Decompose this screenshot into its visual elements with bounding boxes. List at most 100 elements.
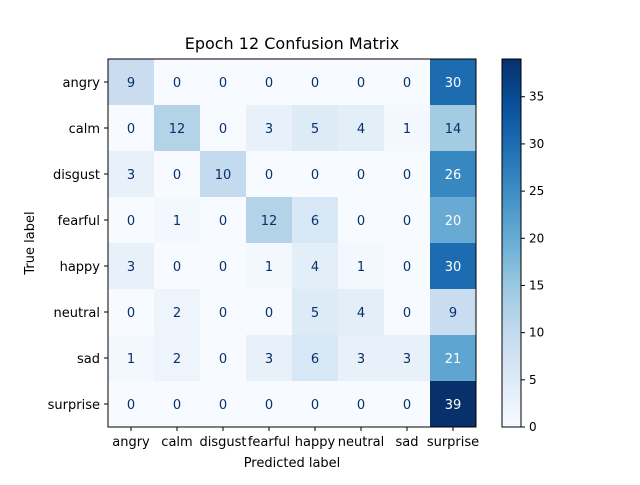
cell-value-label: 3 <box>357 352 365 367</box>
y-tick-label: calm <box>69 122 100 137</box>
heatmap-cell <box>246 381 292 427</box>
heatmap-cell <box>430 197 476 243</box>
heatmap-cell <box>200 243 246 289</box>
heatmap-cell <box>384 243 430 289</box>
heatmap-cell <box>108 151 154 197</box>
cell-value-label: 3 <box>127 168 135 183</box>
y-tick-label: angry <box>63 76 101 91</box>
cell-value-label: 0 <box>173 260 181 275</box>
cell-value-label: 0 <box>219 306 227 321</box>
cell-value-label: 0 <box>403 306 411 321</box>
heatmap-cell <box>246 151 292 197</box>
colorbar-tick-label: 0 <box>529 420 537 434</box>
cell-value-label: 1 <box>265 260 273 275</box>
heatmap-cell <box>200 59 246 105</box>
heatmap-cell <box>200 381 246 427</box>
y-tick-label: sad <box>77 352 100 367</box>
heatmap-cell <box>292 381 338 427</box>
cell-value-label: 0 <box>219 398 227 413</box>
heatmap-cell <box>292 59 338 105</box>
cell-value-label: 21 <box>445 352 462 367</box>
y-tick-labels: angry calm disgust fearful happy neutral sad su… <box>48 76 108 413</box>
heatmap-cell <box>338 381 384 427</box>
heatmap-cell <box>292 243 338 289</box>
heatmap-cell <box>200 105 246 151</box>
x-axis-label: Predicted label <box>244 456 341 471</box>
cell-value-label: 0 <box>127 306 135 321</box>
x-tick-labels: angry calm disgust fearful happy neutral sad su… <box>112 427 479 450</box>
heatmap-cell <box>108 197 154 243</box>
x-tick-label: fearful <box>248 435 290 450</box>
heatmap-cell <box>108 59 154 105</box>
heatmap-cells: 9 0 0 0 0 0 0 300 12 0 3 5 4 1 143 0 10 0 0 0 0 260 1 0 12 6 0 0 203… <box>107 58 477 428</box>
heatmap-cell <box>154 335 200 381</box>
colorbar-tick-label: 5 <box>529 373 537 387</box>
cell-value-label: 10 <box>215 168 232 183</box>
heatmap-cell <box>384 197 430 243</box>
cell-value-label: 3 <box>403 352 411 367</box>
heatmap-cell <box>292 197 338 243</box>
heatmap-cell <box>430 243 476 289</box>
cell-value-label: 2 <box>173 352 181 367</box>
heatmap-cell <box>384 105 430 151</box>
heatmap-cell <box>430 289 476 335</box>
heatmap-cell <box>108 335 154 381</box>
cell-value-label: 30 <box>445 76 462 91</box>
x-tick-label: surprise <box>427 435 479 450</box>
y-tick-label: neutral <box>54 306 101 321</box>
cell-value-label: 5 <box>311 122 319 137</box>
cell-value-label: 3 <box>265 352 273 367</box>
heatmap-cell <box>108 289 154 335</box>
heatmap-cell <box>154 197 200 243</box>
cell-value-label: 1 <box>127 352 135 367</box>
heatmap-cell <box>430 151 476 197</box>
cell-value-label: 1 <box>357 260 365 275</box>
cell-value-label: 1 <box>173 214 181 229</box>
cell-value-label: 4 <box>357 122 365 137</box>
heatmap-cell <box>338 335 384 381</box>
y-tick-label: surprise <box>48 398 100 413</box>
x-tick-label: calm <box>161 435 192 450</box>
colorbar-tick-label: 35 <box>529 90 544 104</box>
cell-value-label: 0 <box>311 76 319 91</box>
cell-value-label: 4 <box>311 260 319 275</box>
heatmap-cell <box>384 151 430 197</box>
heatmap-cell <box>430 105 476 151</box>
heatmap-cell <box>246 197 292 243</box>
heatmap-cell <box>246 105 292 151</box>
cell-value-label: 5 <box>311 306 319 321</box>
heatmap-cell <box>246 335 292 381</box>
colorbar-tick-label: 25 <box>529 184 544 198</box>
heatmap-cell <box>384 381 430 427</box>
heatmap-cell <box>338 289 384 335</box>
cell-value-label: 2 <box>173 306 181 321</box>
heatmap-cell <box>292 105 338 151</box>
heatmap-cell <box>154 105 200 151</box>
heatmap-cell <box>108 105 154 151</box>
cell-value-label: 0 <box>173 168 181 183</box>
cell-value-label: 30 <box>445 260 462 275</box>
heatmap-cell <box>292 289 338 335</box>
cell-value-label: 0 <box>173 76 181 91</box>
heatmap-cell <box>154 151 200 197</box>
cell-value-label: 0 <box>403 214 411 229</box>
heatmap-cell <box>200 197 246 243</box>
heatmap-cell <box>246 59 292 105</box>
cell-value-label: 0 <box>265 76 273 91</box>
x-tick-label: disgust <box>200 435 247 450</box>
heatmap-cell <box>292 151 338 197</box>
cell-value-label: 0 <box>403 76 411 91</box>
cell-value-label: 4 <box>357 306 365 321</box>
cell-value-label: 0 <box>219 260 227 275</box>
cell-value-label: 0 <box>265 306 273 321</box>
cell-value-label: 0 <box>311 398 319 413</box>
cell-value-label: 0 <box>265 398 273 413</box>
heatmap-cell <box>200 289 246 335</box>
heatmap-cell <box>384 289 430 335</box>
cell-value-label: 9 <box>127 76 135 91</box>
x-tick-label: sad <box>396 435 419 450</box>
cell-value-label: 0 <box>265 168 273 183</box>
cell-value-label: 26 <box>445 168 462 183</box>
